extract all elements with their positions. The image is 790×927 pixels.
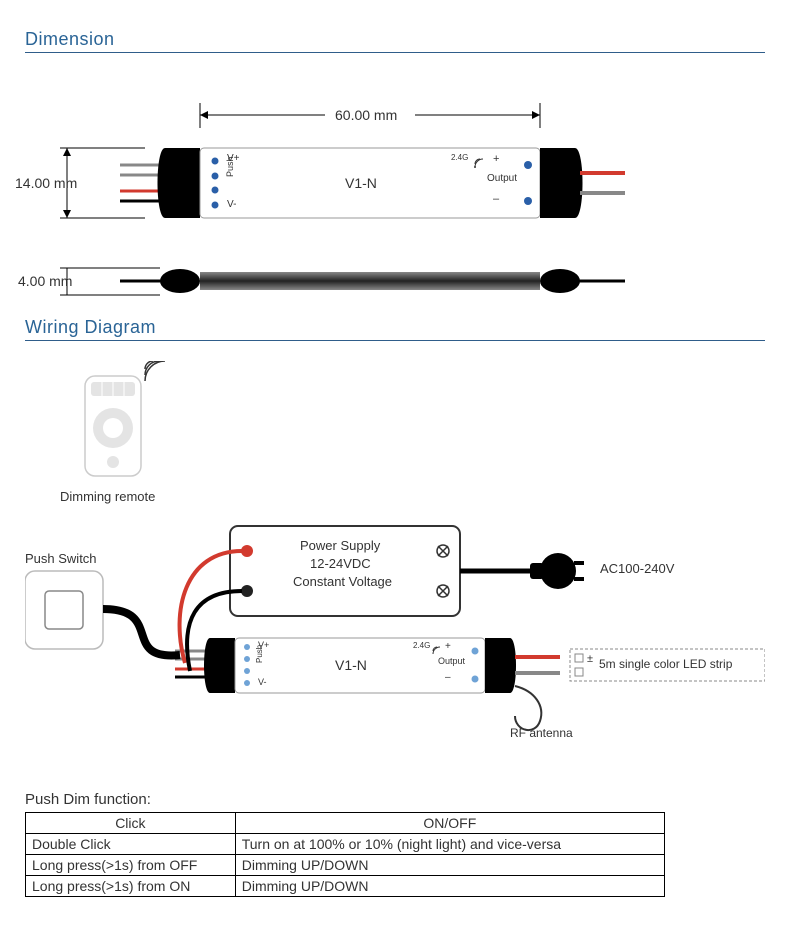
w-vminus: V- [258, 677, 267, 687]
pd-r2c0: Long press(>1s) from ON [26, 876, 236, 897]
push-dim-title: Push Dim function: [25, 791, 765, 808]
term-push: Push [225, 156, 235, 177]
section-title-dimension: Dimension [25, 29, 765, 50]
remote-icon [85, 376, 141, 476]
w-push: Push [255, 645, 264, 663]
w-out-plus: + [445, 641, 451, 652]
pd-header-1: Click [26, 813, 236, 834]
rule2 [25, 340, 765, 341]
w-out: Output [438, 656, 465, 666]
led-text: 5m single color LED strip [599, 657, 732, 671]
pd-r1c0: Long press(>1s) from OFF [26, 855, 236, 876]
w-out-minus: – [445, 672, 451, 683]
wireless-mark: 2.4G [451, 153, 468, 162]
rf-label: RF antenna [510, 726, 573, 740]
push-dim-table: Click ON/OFF Double Click Turn on at 100… [25, 812, 665, 897]
device-name-top: V1-N [345, 175, 377, 191]
dim-thickness-label: 4.00 mm [18, 273, 72, 289]
ac-plug-icon [530, 553, 584, 589]
ps-line3: Constant Voltage [293, 574, 392, 589]
ps-line2: 12-24VDC [310, 556, 371, 571]
pd-r1c1: Dimming UP/DOWN [235, 855, 664, 876]
wire-switch [103, 609, 180, 655]
push-switch-icon [25, 571, 103, 649]
dimension-figure: 60.00 mm 14.00 mm 4.00 mm V+ V- Push V1-… [25, 73, 765, 313]
rf-antenna-wire [515, 686, 541, 730]
ps-line1: Power Supply [300, 538, 380, 553]
rule [25, 52, 765, 53]
w-24g: 2.4G [413, 641, 430, 650]
dim-height-label: 14.00 mm [15, 175, 77, 191]
pd-r2c1: Dimming UP/DOWN [235, 876, 664, 897]
pd-header-2: ON/OFF [235, 813, 664, 834]
term-vminus: V- [227, 199, 236, 210]
led-sign: ± [587, 653, 593, 665]
section-title-wiring: Wiring Diagram [25, 317, 765, 338]
ac-label: AC100-240V [600, 561, 674, 576]
pd-r0c1: Turn on at 100% or 10% (night light) and… [235, 834, 664, 855]
wiring-figure: Dimming remote Push Switch Power Supply … [25, 361, 765, 771]
remote-caption: Dimming remote [60, 489, 155, 504]
out-plus: + [493, 153, 499, 165]
w-device-name: V1-N [335, 657, 367, 673]
signal-icon [145, 361, 165, 381]
out-minus: – [493, 193, 499, 205]
dim-width-label: 60.00 mm [335, 107, 397, 123]
pd-r0c0: Double Click [26, 834, 236, 855]
out-title: Output [487, 173, 517, 184]
push-switch-label: Push Switch [25, 551, 97, 566]
